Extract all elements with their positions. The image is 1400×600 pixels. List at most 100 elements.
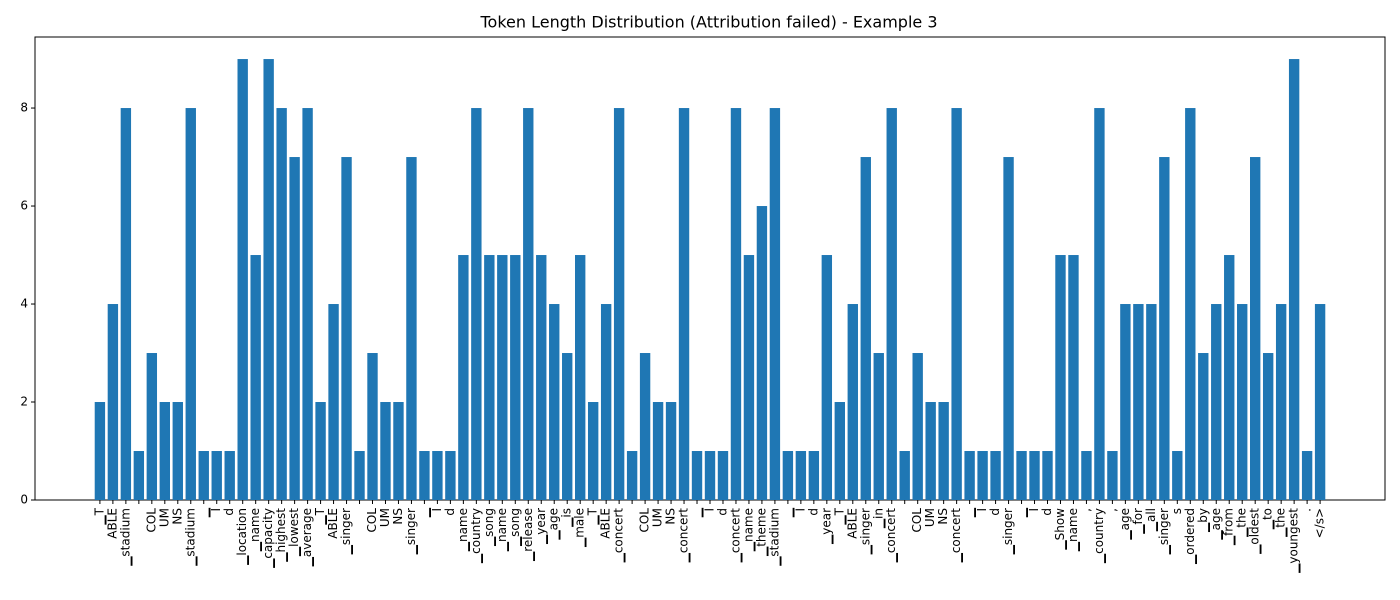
bar (562, 353, 573, 500)
x-tick-label: ▁age (1118, 508, 1132, 541)
x-tick-label: </s> (1313, 508, 1327, 538)
x-tick-label: ▁highest (274, 508, 288, 563)
bar (367, 353, 378, 500)
bar (276, 108, 287, 500)
x-tick-label: ▁T (586, 507, 600, 525)
x-tick-label: ▁the (1274, 508, 1288, 538)
bar (1211, 304, 1222, 500)
bar (445, 451, 456, 500)
bar (458, 255, 469, 500)
x-tick-label: ▁location (235, 508, 249, 566)
bar (990, 451, 1001, 500)
bar (536, 255, 547, 500)
x-tick-label: ▁youngest (1287, 508, 1301, 574)
x-tick-label: ▁ (196, 507, 210, 518)
bar (224, 451, 235, 500)
bar (146, 353, 158, 500)
bar (1237, 304, 1248, 500)
bar (1081, 451, 1092, 500)
bar (328, 304, 339, 500)
bar (899, 451, 910, 500)
y-tick-label: 8 (20, 101, 28, 115)
x-tick-label: ▁from (1222, 508, 1236, 546)
x-tick-label: ▁song (482, 508, 496, 547)
bar (886, 108, 897, 500)
x-tick-label: ▁to (1261, 508, 1275, 530)
x-tick-label: ▁lowest (287, 508, 301, 557)
bar (717, 451, 729, 500)
bar (302, 108, 313, 500)
bar (471, 108, 482, 500)
x-tick-label: NS (170, 508, 184, 525)
x-tick-label: COL (144, 508, 158, 533)
bar (639, 353, 651, 500)
x-tick-label: NS (391, 508, 405, 525)
x-tick-label: s (1170, 508, 1184, 514)
bar (159, 402, 170, 500)
bar (237, 59, 248, 501)
x-tick-label: ▁ (417, 507, 431, 518)
bar (1107, 451, 1118, 500)
x-tick-label: ▁ (780, 507, 794, 518)
bar (834, 402, 845, 500)
bar (1146, 304, 1157, 500)
x-tick-label: ▁singer (339, 508, 353, 555)
x-tick-label: ▁ (962, 507, 976, 518)
x-tick-label: I (793, 508, 807, 512)
x-tick-label: ▁average (300, 508, 314, 567)
bar (1029, 451, 1040, 500)
x-tick-label: ▁concert (677, 508, 691, 564)
x-tick-label: ▁Show (1053, 508, 1067, 551)
bar (1055, 255, 1066, 500)
x-tick-label: ▁song (508, 508, 522, 547)
x-tick-label: ▁concert (612, 508, 626, 564)
y-tick-label: 0 (20, 493, 28, 507)
x-tick-label: d (222, 508, 236, 516)
bar (1016, 451, 1027, 500)
x-tick-label: ▁year (534, 508, 548, 545)
x-tick-label: ▁release (521, 508, 535, 562)
chart-title: Token Length Distribution (Attribution f… (479, 13, 937, 32)
bar (1159, 157, 1170, 500)
x-tick-label: ▁name (741, 508, 755, 552)
bar (795, 451, 807, 500)
bar (1003, 157, 1014, 500)
bar (652, 402, 664, 500)
x-tick-label: ▁stadium (183, 508, 197, 567)
bar (743, 255, 755, 500)
bar (1224, 255, 1235, 500)
bar (575, 255, 586, 500)
x-tick-label: I (703, 508, 717, 512)
bar (484, 255, 495, 500)
bar (587, 402, 599, 500)
bar (549, 304, 560, 500)
y-tick-label: 4 (20, 297, 28, 311)
bar (1094, 108, 1105, 500)
bar (873, 353, 884, 500)
bar (1120, 304, 1131, 500)
bar (510, 255, 521, 500)
x-tick-label: ABLE (599, 508, 613, 539)
x-tick-label: ▁T (832, 507, 846, 525)
x-tick-label: ▁singer (404, 508, 418, 555)
x-tick-label: ABLE (845, 508, 859, 539)
x-tick-label: d (988, 508, 1002, 516)
bar (938, 402, 949, 500)
bar (341, 157, 352, 500)
bar (860, 157, 871, 500)
x-tick-label: I (430, 508, 444, 512)
x-tick-label: UM (651, 508, 665, 527)
x-tick-label: d (715, 508, 729, 516)
bar (406, 157, 417, 500)
bar (964, 451, 975, 500)
bar (951, 108, 962, 500)
bar (1250, 157, 1261, 500)
x-tick-label: I (1027, 508, 1041, 512)
x-tick-label: ▁the (1235, 508, 1249, 538)
bar (250, 255, 261, 500)
x-tick-label: ▁singer (858, 508, 872, 555)
x-tick-label: UM (923, 508, 937, 527)
y-tick-label: 6 (20, 199, 28, 213)
bar (211, 451, 222, 500)
